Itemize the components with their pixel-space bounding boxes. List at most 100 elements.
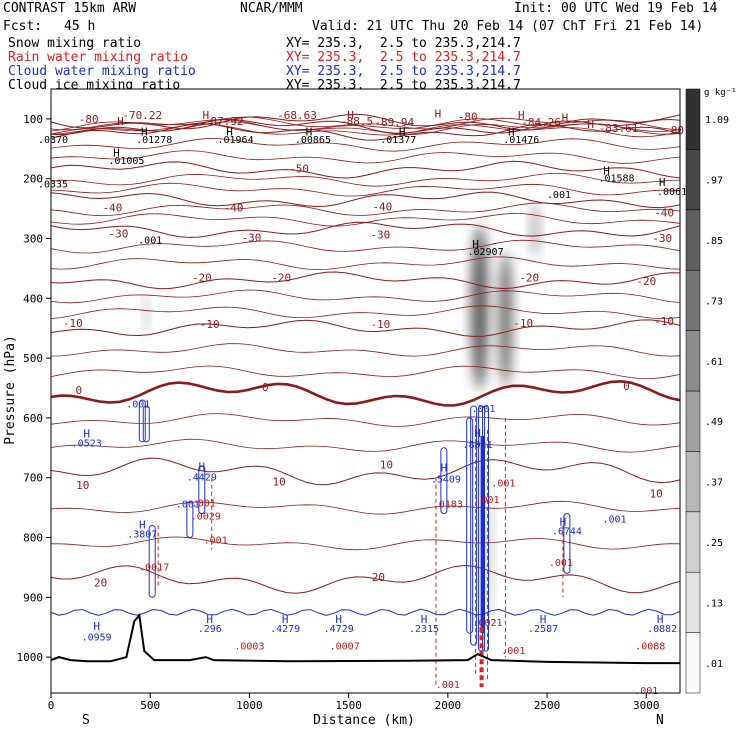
y-axis-label: Pressure (hPa) (3, 335, 18, 445)
temp-label-8: -83.61 (599, 122, 639, 135)
temp-label-11: -40 (103, 202, 123, 215)
temp-label-21: -20 (519, 272, 539, 285)
cloudwater-contour-5 (142, 405, 150, 443)
H-marker-20: H (659, 176, 666, 189)
temp-contour--50 (51, 160, 680, 179)
colorbar-label-5: .61 (705, 357, 723, 368)
colorbar-segment-3 (685, 451, 701, 513)
temp-contour-minor-4-1 (51, 202, 680, 217)
colorbar-segment-5 (685, 330, 701, 392)
cloudwater-contour-9 (440, 447, 448, 515)
H-marker-15: H (306, 126, 313, 139)
H-marker-25: H (518, 109, 525, 122)
cloudwater-label-7: .8041 (463, 440, 493, 451)
H-marker-18: H (113, 147, 120, 160)
colorbar-label-1: .13 (705, 598, 723, 609)
cloudwater-contour-0 (470, 405, 478, 646)
cloudwater-contour-6 (198, 465, 206, 515)
temp-contour-minor-6-1 (51, 289, 680, 304)
x-tick-label-1500: 1500 (335, 699, 362, 712)
ice-label-7: .0335 (38, 180, 68, 191)
H-marker-24: H (435, 108, 442, 121)
temp-contour--10 (51, 319, 680, 337)
temp-contour-0 (51, 379, 680, 407)
snow-shade-0 (470, 224, 489, 390)
temp-contour-minor-0-1 (51, 116, 680, 131)
H-marker-7: H (206, 613, 213, 626)
field-snow-name: Snow mixing ratio (8, 36, 142, 51)
temp-label-3: -68.63 (277, 109, 317, 122)
colorbar-label-4: .49 (705, 417, 723, 428)
temp-label-34: 10 (650, 487, 663, 500)
H-marker-26: H (562, 111, 569, 124)
axes-layer: 0 500 1000 1500 2000 2500 30001002003004005006… (17, 113, 660, 712)
H-marker-28: H (117, 115, 124, 128)
rain-label-13: .0088 (635, 641, 665, 652)
temp-contour--80 (51, 113, 680, 131)
cloudwater-label-6: .001 (472, 404, 496, 415)
header-model: CONTRAST 15km ARW (3, 1, 137, 16)
colorbar-segment-7 (685, 209, 701, 271)
temp-label-5: -89.94 (374, 116, 414, 129)
snow-shade-1 (497, 251, 513, 387)
x-tick-label-500: 500 (140, 699, 160, 712)
x-end-label-left: S (82, 713, 90, 728)
H-marker-8: H (282, 613, 289, 626)
cloudwater-contour-4 (138, 399, 146, 443)
colorbar-unit: g kg⁻¹ (704, 88, 737, 98)
colorbar-segment-8 (685, 149, 701, 211)
terrain-layer (51, 612, 680, 665)
temp-label-28: 0 (75, 384, 82, 397)
H-marker-19: H (603, 165, 610, 178)
plot-frame (50, 88, 681, 694)
temp-contour-minor-1-2 (51, 123, 680, 138)
temp-contour--20 (51, 271, 680, 290)
rain-label-4: .0183 (433, 500, 463, 511)
H-marker-5: H (560, 516, 567, 529)
temp-label-0: -80 (79, 113, 99, 126)
ice-label-11: .001 (138, 235, 162, 246)
ice-label-9: .0061 (657, 187, 687, 198)
snow-shade-4 (485, 490, 494, 621)
H-marker-0: H (83, 428, 90, 441)
H-marker-4: H (474, 427, 481, 440)
header-fcst-value: 45 h (64, 19, 96, 34)
colorbar-segment-1 (685, 571, 701, 633)
rain-label-3: .0017 (139, 562, 169, 573)
colorbar-segment-6 (685, 269, 701, 331)
temp-label-27: -10 (654, 315, 674, 328)
temp-label-30: 0 (623, 380, 630, 393)
temp-label-33: 10 (76, 479, 89, 492)
H-marker-10: H (421, 613, 428, 626)
temp-label-6: -80 (458, 111, 478, 124)
cloudwater-label-1: .001 (126, 400, 150, 411)
temp-label-32: 10 (273, 475, 286, 488)
rain-label-7: .001 (549, 558, 573, 569)
cloudwater-label-14: .2315 (409, 624, 439, 635)
H-marker-12: H (657, 613, 664, 626)
contour-labels-layer: -80 -70.22 -87.92 -68.63 -88.5 -89.94 -80 -84.2… (38, 108, 687, 697)
y-tick-label-900: 900 (23, 591, 43, 604)
temp-contour--60 (51, 123, 680, 141)
temp-contour-minor-2-2 (51, 150, 680, 164)
colorbar-segment-9 (685, 88, 701, 150)
H-marker-13: H (141, 126, 148, 139)
cloudwater-label-15: .2587 (528, 624, 558, 635)
temp-label-24: -10 (200, 318, 220, 331)
terrain-line (51, 612, 680, 665)
H-marker-17: H (508, 126, 515, 139)
H-marker-16: H (399, 126, 406, 139)
temp-label-15: -30 (109, 227, 129, 240)
header-valid: Valid: 21 UTC Thu 20 Feb 14 (07 ChT Fri … (312, 19, 704, 34)
ice-label-8: .01588 (598, 174, 634, 185)
H-marker-11: H (540, 613, 547, 626)
cloudwater-label-16: .0882 (647, 624, 677, 635)
temp-contour-10 (51, 457, 680, 486)
colorbar-label-3: .37 (705, 478, 723, 489)
field-cloudwater-name: Cloud water mixing ratio (8, 64, 196, 79)
H-marker-14: H (226, 126, 233, 139)
rain-label-14: .001 (634, 686, 658, 697)
field-rain-name: Rain water mixing ratio (8, 50, 189, 65)
ice-label-0: .0370 (38, 135, 68, 146)
rain-label-0: .0029 (191, 512, 221, 523)
